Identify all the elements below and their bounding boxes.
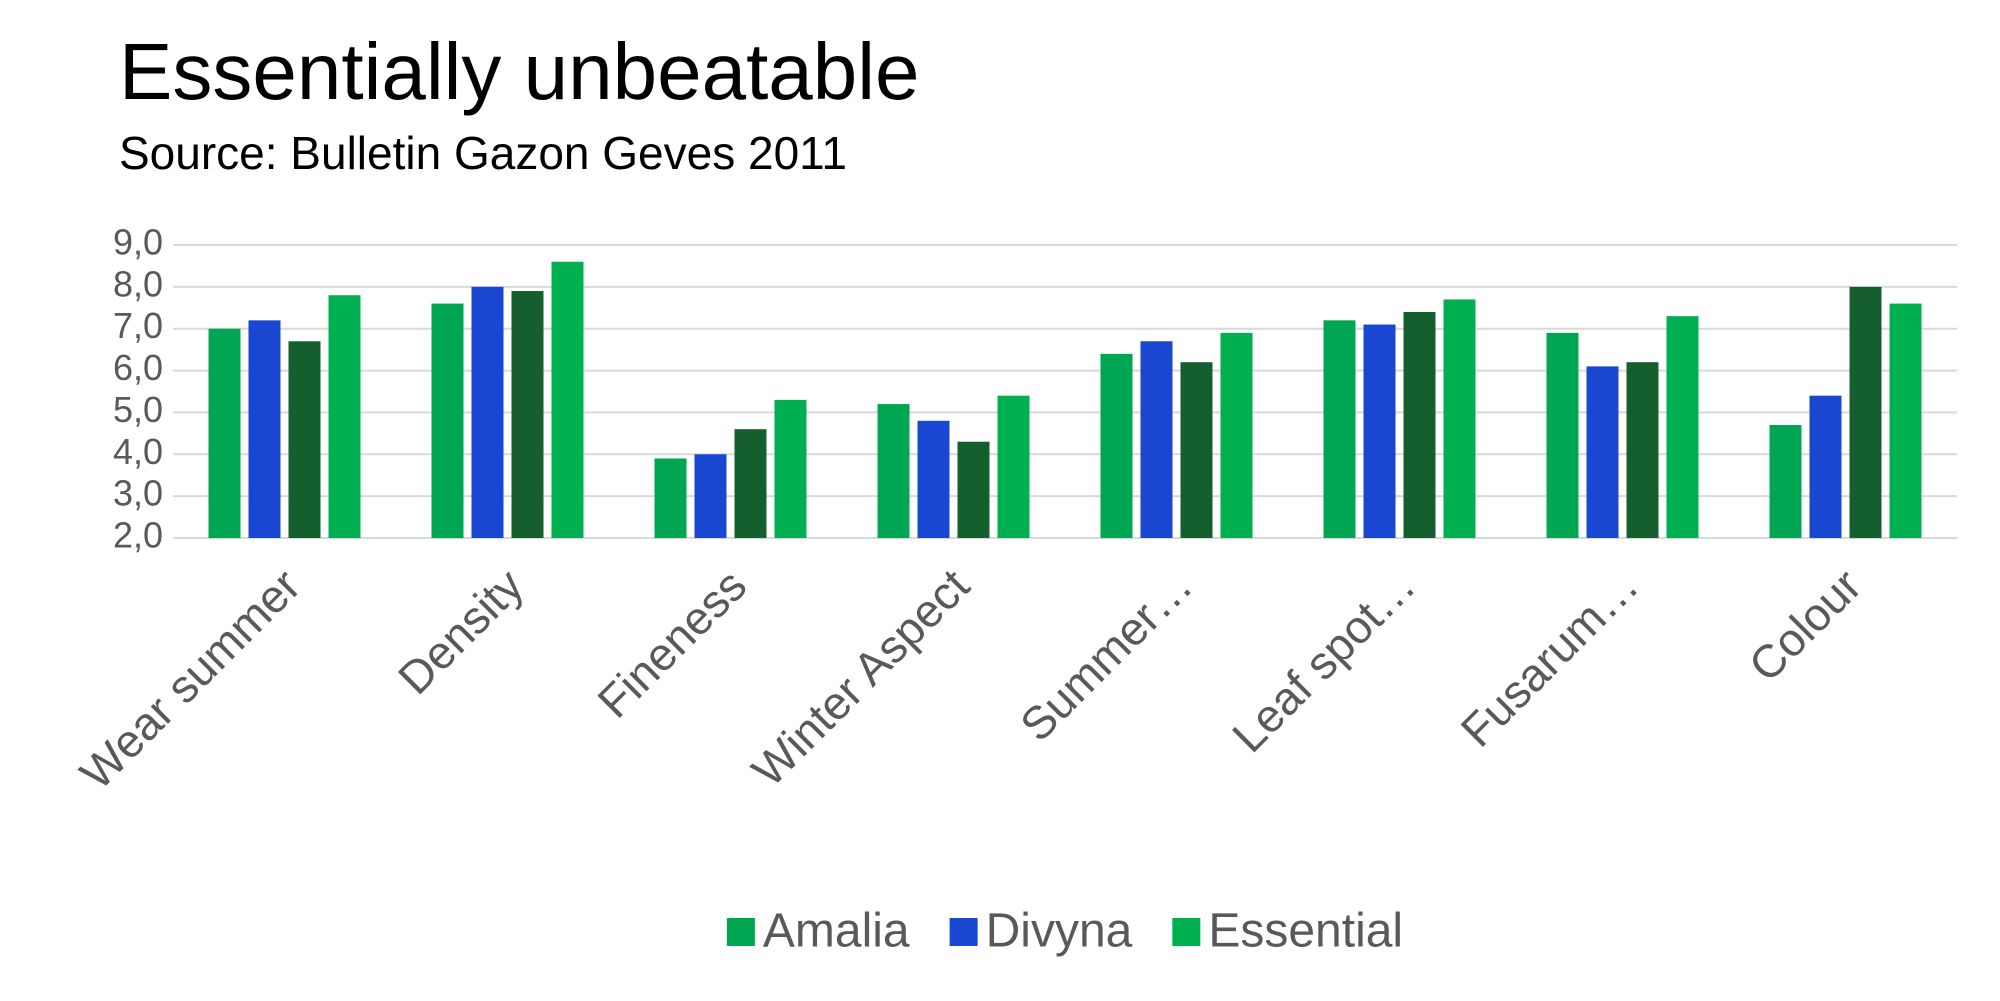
x-tick-label: Fusarum… [1451, 559, 1649, 757]
bar [431, 303, 464, 538]
bar [248, 320, 281, 538]
bar [328, 295, 361, 538]
x-tick-label: Wear summer [70, 559, 310, 799]
y-tick-label: 5,0 [113, 389, 163, 430]
legend-label: Amalia [763, 905, 910, 958]
y-tick-label: 7,0 [113, 305, 163, 346]
bar [1809, 395, 1842, 538]
chart-title: Essentially unbeatable [119, 27, 920, 116]
y-tick-label: 8,0 [113, 263, 163, 304]
legend-label: Divyna [986, 905, 1133, 958]
bar [1443, 299, 1476, 538]
bar [1586, 366, 1619, 538]
y-tick-label: 9,0 [113, 222, 163, 263]
x-tick-label: Colour [1739, 559, 1872, 692]
bar [957, 441, 990, 538]
chart-subtitle: Source: Bulletin Gazon Geves 2011 [119, 127, 847, 179]
y-tick-label: 3,0 [113, 473, 163, 514]
legend-swatch [1172, 918, 1201, 946]
x-tick-label: Leaf spot… [1222, 559, 1425, 762]
legend-label: Essential [1208, 905, 1403, 958]
bar [1323, 320, 1356, 538]
bar [997, 395, 1030, 538]
x-tick-label: Winter Aspect [742, 559, 980, 797]
bar [1769, 424, 1802, 538]
bar [1666, 316, 1699, 538]
y-tick-label: 6,0 [113, 347, 163, 388]
bar [774, 399, 807, 538]
y-tick-label: 2,0 [113, 515, 163, 556]
bar [917, 420, 950, 538]
bar [1889, 303, 1922, 538]
x-tick-label: Summer… [1010, 559, 1202, 751]
legend-swatch [949, 918, 978, 946]
x-tick-label: Fineness [587, 559, 756, 728]
y-tick-label: 4,0 [113, 431, 163, 472]
bar [208, 328, 241, 538]
bar [1626, 362, 1659, 538]
bar [1180, 362, 1213, 538]
bar [1849, 286, 1882, 538]
bar [1140, 341, 1173, 538]
x-tick-label: Density [388, 559, 533, 704]
bar [471, 286, 504, 538]
bar [511, 291, 544, 538]
bar [1220, 332, 1253, 538]
legend-swatch [726, 918, 755, 946]
bar [694, 454, 727, 538]
bar [877, 404, 910, 538]
bar [288, 341, 321, 538]
bar [654, 458, 687, 538]
bar [551, 261, 584, 538]
bar [734, 429, 767, 538]
bar [1546, 332, 1579, 538]
bar [1403, 311, 1436, 538]
bar [1100, 353, 1133, 538]
bar [1363, 324, 1396, 538]
